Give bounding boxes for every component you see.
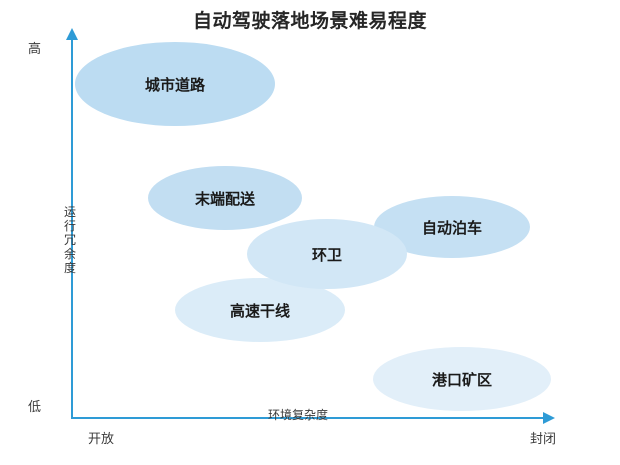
bubble-last-mile-delivery[interactable]: 末端配送 — [148, 166, 302, 230]
bubble-label: 环卫 — [311, 245, 342, 264]
bubble-label: 高速干线 — [229, 301, 290, 320]
bubble-label: 城市道路 — [144, 75, 205, 94]
x-axis-tick-closed: 封闭 — [530, 432, 557, 447]
bubble-urban-road[interactable]: 城市道路 — [75, 42, 275, 126]
bubble-label: 末端配送 — [194, 189, 255, 208]
x-axis-title: 环境复杂度 — [268, 408, 329, 422]
y-axis-tick-high: 高 — [28, 42, 42, 57]
x-axis-line — [71, 417, 544, 419]
bubble-sanitation[interactable]: 环卫 — [247, 219, 407, 289]
bubble-label: 港口矿区 — [431, 370, 492, 389]
x-axis-arrow-icon — [543, 412, 555, 424]
y-axis-tick-low: 低 — [28, 400, 42, 415]
y-axis-line — [71, 38, 73, 419]
x-axis-tick-open: 开放 — [88, 432, 115, 447]
y-axis-arrow-icon — [66, 28, 78, 40]
chart-title: 自动驾驶落地场景难易程度 — [192, 10, 427, 32]
bubble-port-mine[interactable]: 港口矿区 — [373, 347, 551, 411]
bubble-label: 自动泊车 — [421, 218, 482, 237]
y-axis-title: 运行冗余度 — [63, 205, 76, 275]
